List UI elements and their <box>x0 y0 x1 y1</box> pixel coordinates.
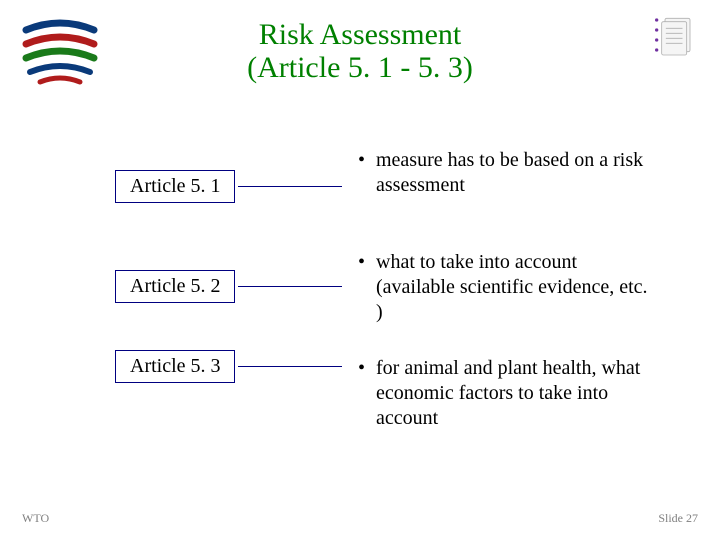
title-line-2: (Article 5. 1 - 5. 3) <box>0 51 720 84</box>
bullet-dot-icon: • <box>358 148 376 173</box>
bullet-dot-icon: • <box>358 250 376 275</box>
bullet-dot-icon: • <box>358 356 376 381</box>
bullet-text: measure has to be based on a risk assess… <box>376 148 658 198</box>
slide-title: Risk Assessment (Article 5. 1 - 5. 3) <box>0 18 720 84</box>
bullet-block: •for animal and plant health, what econo… <box>358 356 658 431</box>
bullet-item: •what to take into account (available sc… <box>358 250 658 325</box>
article-box: Article 5. 3 <box>115 350 235 383</box>
slide: Risk Assessment (Article 5. 1 - 5. 3) Ar… <box>0 0 720 540</box>
connector-line <box>238 286 342 287</box>
bullet-block: •measure has to be based on a risk asses… <box>358 148 658 198</box>
footer-right: Slide 27 <box>658 511 698 526</box>
bullet-text: what to take into account (available sci… <box>376 250 658 325</box>
title-line-1: Risk Assessment <box>0 18 720 51</box>
connector-line <box>238 366 342 367</box>
bullet-block: •what to take into account (available sc… <box>358 250 658 325</box>
footer-left: WTO <box>22 511 49 526</box>
bullet-item: •for animal and plant health, what econo… <box>358 356 658 431</box>
article-box: Article 5. 1 <box>115 170 235 203</box>
article-box: Article 5. 2 <box>115 270 235 303</box>
bullet-text: for animal and plant health, what econom… <box>376 356 658 431</box>
bullet-item: •measure has to be based on a risk asses… <box>358 148 658 198</box>
connector-line <box>238 186 342 187</box>
